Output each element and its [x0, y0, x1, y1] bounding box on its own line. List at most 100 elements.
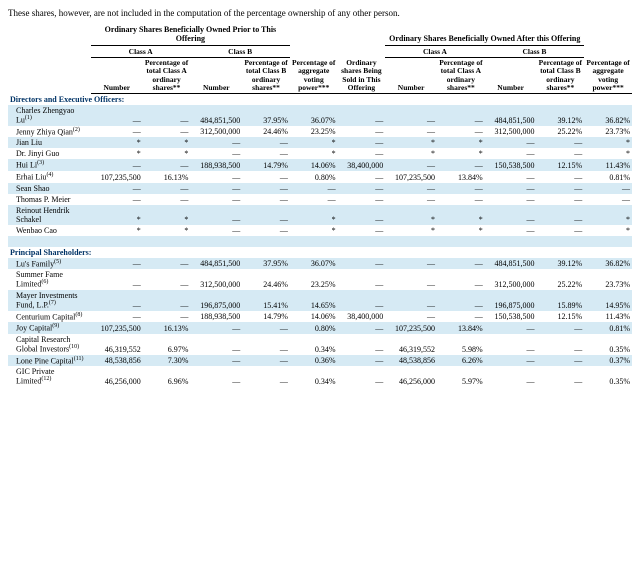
cell-pA: * — [143, 137, 191, 148]
cell-nA2: 107,235,500 — [385, 322, 437, 334]
cell-agg2: 11.43% — [584, 311, 632, 323]
cell-agg: 0.80% — [290, 171, 338, 183]
cell-sold: — — [338, 225, 386, 236]
cell-nA: — — [91, 290, 143, 311]
cell-agg: 36.07% — [290, 105, 338, 126]
cell-nB2: — — [485, 194, 537, 205]
cell-nB: — — [190, 225, 242, 236]
cell-pA: 7.30% — [143, 355, 191, 367]
cell-nB: — — [190, 205, 242, 225]
cell-pA: * — [143, 205, 191, 225]
cell-nA2: — — [385, 311, 437, 323]
cell-pA: — — [143, 126, 191, 138]
cell-pB2: 39.12% — [537, 105, 585, 126]
cell-nA2: 107,235,500 — [385, 171, 437, 183]
cell-nB: 188,938,500 — [190, 311, 242, 323]
cell-agg: 14.06% — [290, 159, 338, 171]
cell-nA: * — [91, 205, 143, 225]
table-row: Thomas P. Meier——————————— — [8, 194, 632, 205]
cell-pA2: — — [437, 126, 485, 138]
row-label: Hui Li(3) — [8, 159, 91, 171]
row-label: Joy Capital(9) — [8, 322, 91, 334]
cell-pB2: — — [537, 322, 585, 334]
cell-pB: — — [242, 322, 290, 334]
cell-pA: — — [143, 105, 191, 126]
cell-agg: 14.06% — [290, 311, 338, 323]
cell-agg2: 0.37% — [584, 355, 632, 367]
cell-nB2: — — [485, 322, 537, 334]
cell-nB: — — [190, 322, 242, 334]
row-label: Lone Pine Capital(11) — [8, 355, 91, 367]
cell-nB: — — [190, 194, 242, 205]
cell-pB: 24.46% — [242, 126, 290, 138]
cell-nB2: — — [485, 205, 537, 225]
cell-pB2: — — [537, 137, 585, 148]
cell-sold: — — [338, 355, 386, 367]
cell-pB2: 25.22% — [537, 269, 585, 290]
cell-pA: — — [143, 269, 191, 290]
cell-agg: * — [290, 225, 338, 236]
col-class-a-prior: Class A — [91, 46, 190, 58]
col-number: Number — [385, 58, 437, 94]
cell-nB2: 150,538,500 — [485, 311, 537, 323]
cell-pB2: 15.89% — [537, 290, 585, 311]
cell-pB2: — — [537, 225, 585, 236]
cell-pB: 37.95% — [242, 258, 290, 270]
table-row: Charles Zhengyao Lu(1)——484,851,50037.95… — [8, 105, 632, 126]
cell-sold: — — [338, 171, 386, 183]
cell-sold: — — [338, 258, 386, 270]
cell-nB: 188,938,500 — [190, 159, 242, 171]
cell-pB2: — — [537, 183, 585, 194]
cell-nB2: 150,538,500 — [485, 159, 537, 171]
cell-agg: * — [290, 148, 338, 159]
cell-pA: — — [143, 183, 191, 194]
cell-sold: 38,400,000 — [338, 159, 386, 171]
cell-nB: 312,500,000 — [190, 269, 242, 290]
cell-nA: — — [91, 105, 143, 126]
cell-nB2: — — [485, 366, 537, 387]
cell-pA2: 5.98% — [437, 334, 485, 355]
col-pct-a: Percentage of total Class A ordinary sha… — [437, 58, 485, 94]
cell-pB: 24.46% — [242, 269, 290, 290]
cell-nB2: 484,851,500 — [485, 105, 537, 126]
cell-agg2: 36.82% — [584, 258, 632, 270]
cell-pB2: — — [537, 355, 585, 367]
cell-nA: 48,538,856 — [91, 355, 143, 367]
table-row: Joy Capital(9)107,235,50016.13%——0.80%—1… — [8, 322, 632, 334]
cell-sold: — — [338, 334, 386, 355]
row-label: Charles Zhengyao Lu(1) — [8, 105, 91, 126]
cell-nB2: — — [485, 355, 537, 367]
cell-agg: * — [290, 137, 338, 148]
cell-pB2: 12.15% — [537, 311, 585, 323]
cell-pA2: * — [437, 148, 485, 159]
cell-pA2: * — [437, 205, 485, 225]
cell-pA2: 13.84% — [437, 171, 485, 183]
cell-pA2: — — [437, 105, 485, 126]
cell-sold: — — [338, 366, 386, 387]
cell-pA2: — — [437, 183, 485, 194]
cell-nB2: — — [485, 334, 537, 355]
cell-pB2: — — [537, 334, 585, 355]
cell-agg: 23.25% — [290, 269, 338, 290]
cell-pB2: 39.12% — [537, 258, 585, 270]
cell-agg2: — — [584, 194, 632, 205]
row-label: Lu's Family(5) — [8, 258, 91, 270]
cell-pB2: 12.15% — [537, 159, 585, 171]
cell-pB: — — [242, 334, 290, 355]
cell-nB: 484,851,500 — [190, 105, 242, 126]
cell-agg2: 23.73% — [584, 269, 632, 290]
row-label: Jian Liu — [8, 137, 91, 148]
cell-pB: 14.79% — [242, 311, 290, 323]
table-row: Reinout Hendrik Schakel**——*—**——* — [8, 205, 632, 225]
cell-sold: 38,400,000 — [338, 311, 386, 323]
cell-agg: 0.34% — [290, 334, 338, 355]
cell-sold: — — [338, 126, 386, 138]
row-label: Reinout Hendrik Schakel — [8, 205, 91, 225]
table-row: GIC Private Limited(12)46,256,0006.96%——… — [8, 366, 632, 387]
row-label: Thomas P. Meier — [8, 194, 91, 205]
cell-pB: — — [242, 183, 290, 194]
cell-nB2: — — [485, 171, 537, 183]
cell-nA2: * — [385, 205, 437, 225]
cell-pA: — — [143, 258, 191, 270]
cell-pA: 16.13% — [143, 322, 191, 334]
